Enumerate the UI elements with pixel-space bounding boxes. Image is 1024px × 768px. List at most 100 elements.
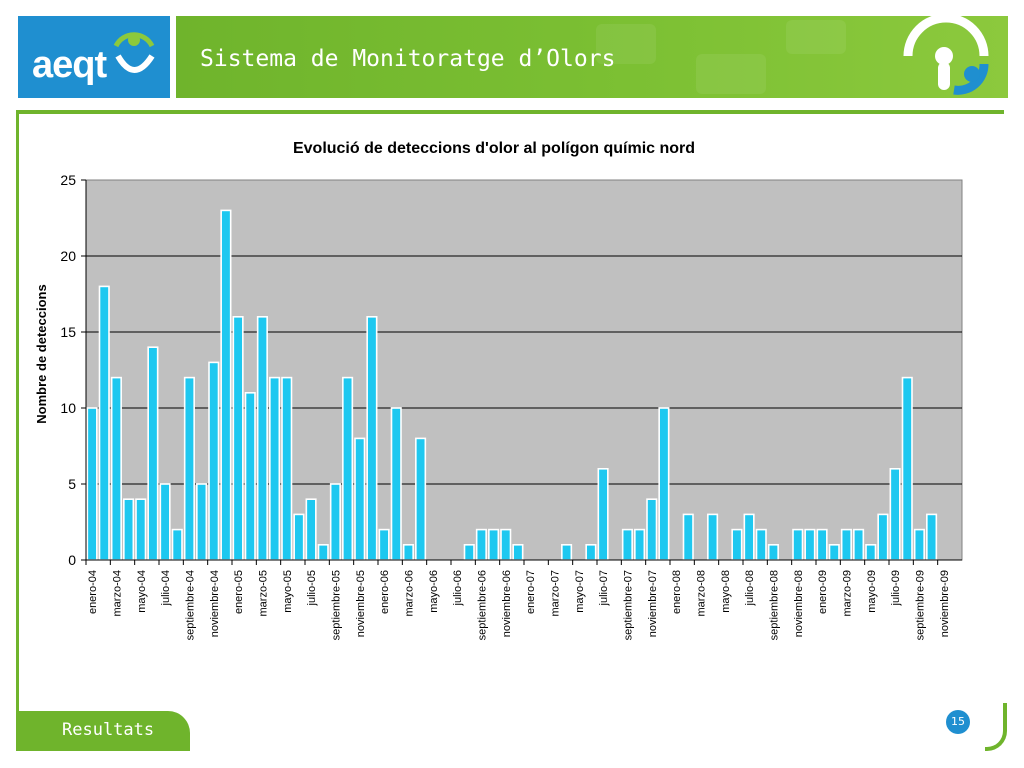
x-tick-label: septiembre-05 (330, 570, 342, 640)
x-tick-label: marzo-07 (549, 570, 561, 616)
y-tick-label: 0 (68, 552, 76, 568)
x-tick-label: marzo-04 (111, 570, 123, 616)
plot-area (85, 179, 963, 561)
bar-mayo-04 (135, 498, 147, 561)
aeqt-logo: aeqt (18, 16, 170, 98)
bar-marzo-04 (110, 376, 122, 561)
x-tick-label: mayo-06 (428, 570, 440, 613)
content-frame (16, 110, 1004, 750)
x-tick-label: mayo-09 (866, 570, 878, 613)
bar-agosto-09 (901, 376, 913, 561)
bar-noviembre-08 (792, 528, 804, 561)
bar-diciembre-05 (366, 315, 378, 561)
bar-julio-05 (305, 498, 317, 561)
bar-septiembre-07 (621, 528, 633, 561)
bar-marzo-05 (256, 315, 268, 561)
logo-figure-icon (113, 32, 155, 73)
x-tick-label: enero-07 (525, 570, 537, 614)
bar-febrero-06 (390, 407, 402, 561)
y-axis-label: Nombre de deteccions (34, 284, 49, 423)
x-tick-label: noviembre-09 (939, 570, 951, 637)
bar-diciembre-06 (512, 543, 524, 561)
bar-agosto-06 (463, 543, 475, 561)
bar-agosto-05 (317, 543, 329, 561)
bar-enero-09 (816, 528, 828, 561)
bar-marzo-06 (402, 543, 414, 561)
bar-agosto-04 (171, 528, 183, 561)
bar-septiembre-09 (913, 528, 925, 561)
y-tick-label: 20 (60, 248, 76, 264)
x-tick-label: mayo-08 (720, 570, 732, 613)
x-tick-label: septiembre-09 (914, 570, 926, 640)
bar-enero-06 (378, 528, 390, 561)
bar-octubre-07 (634, 528, 646, 561)
bar-abril-04 (123, 498, 135, 561)
brand-figure-icon (903, 16, 989, 95)
x-tick-label: julio-06 (452, 570, 464, 606)
x-tick-label: julio-07 (598, 570, 610, 606)
x-tick-label: mayo-07 (574, 570, 586, 613)
bar-noviembre-07 (646, 498, 658, 561)
footer-section-tab: Resultats (16, 711, 190, 751)
bar-junio-08 (731, 528, 743, 561)
header-band: Sistema de Monitoratge d’Olors (176, 16, 1008, 98)
bar-septiembre-05 (329, 483, 341, 561)
y-tick-label: 10 (60, 400, 76, 416)
bar-diciembre-04 (220, 209, 232, 561)
x-tick-label: enero-04 (87, 570, 99, 614)
bar-octubre-05 (342, 376, 354, 561)
bar-febrero-05 (244, 391, 256, 561)
bar-abril-09 (853, 528, 865, 561)
page-number: 15 (946, 710, 970, 734)
bar-abril-05 (269, 376, 281, 561)
bar-mayo-05 (281, 376, 293, 561)
bar-diciembre-08 (804, 528, 816, 561)
footer-section-label: Resultats (62, 720, 155, 740)
x-tick-label: marzo-06 (403, 570, 415, 616)
x-tick-label: septiembre-07 (622, 570, 634, 640)
bar-noviembre-04 (208, 361, 220, 561)
x-tick-label: enero-06 (379, 570, 391, 614)
x-tick-label: noviembre-04 (209, 570, 221, 637)
page-title: Sistema de Monitoratge d’Olors (200, 46, 616, 72)
x-tick-label: marzo-05 (257, 570, 269, 616)
bar-febrero-09 (828, 543, 840, 561)
bar-abril-08 (707, 513, 719, 561)
bar-junio-09 (877, 513, 889, 561)
bar-junio-04 (147, 346, 159, 561)
x-tick-label: julio-09 (890, 570, 902, 606)
chart-title: Evolució de deteccions d'olor al polígon… (293, 140, 695, 157)
x-tick-label: mayo-05 (282, 570, 294, 613)
x-tick-label: septiembre-04 (184, 570, 196, 640)
x-tick-label: marzo-08 (695, 570, 707, 616)
bar-diciembre-07 (658, 407, 670, 561)
bar-junio-05 (293, 513, 305, 561)
x-tick-label: enero-08 (671, 570, 683, 614)
bar-noviembre-05 (354, 437, 366, 561)
bar-mayo-09 (865, 543, 877, 561)
x-tick-label: julio-08 (744, 570, 756, 606)
x-tick-label: julio-04 (160, 570, 172, 606)
bar-septiembre-06 (475, 528, 487, 561)
x-tick-label: noviembre-05 (355, 570, 367, 637)
y-tick-label: 15 (60, 324, 76, 340)
bar-septiembre-04 (183, 376, 195, 561)
bar-octubre-06 (488, 528, 500, 561)
x-tick-label: julio-05 (306, 570, 318, 606)
bar-agosto-08 (755, 528, 767, 561)
x-tick-label: noviembre-06 (501, 570, 513, 637)
bar-julio-09 (889, 467, 901, 561)
bar-abril-06 (415, 437, 427, 561)
x-tick-label: marzo-09 (841, 570, 853, 616)
bar-julio-04 (159, 483, 171, 561)
bar-julio-08 (743, 513, 755, 561)
x-tick-label: septiembre-08 (768, 570, 780, 640)
x-tick-label: enero-05 (233, 570, 245, 614)
y-tick-label: 25 (60, 172, 76, 188)
bar-julio-07 (597, 467, 609, 561)
logo-text: aeqt (32, 44, 107, 86)
bar-febrero-08 (682, 513, 694, 561)
bar-enero-04 (86, 407, 98, 561)
bar-octubre-09 (926, 513, 938, 561)
